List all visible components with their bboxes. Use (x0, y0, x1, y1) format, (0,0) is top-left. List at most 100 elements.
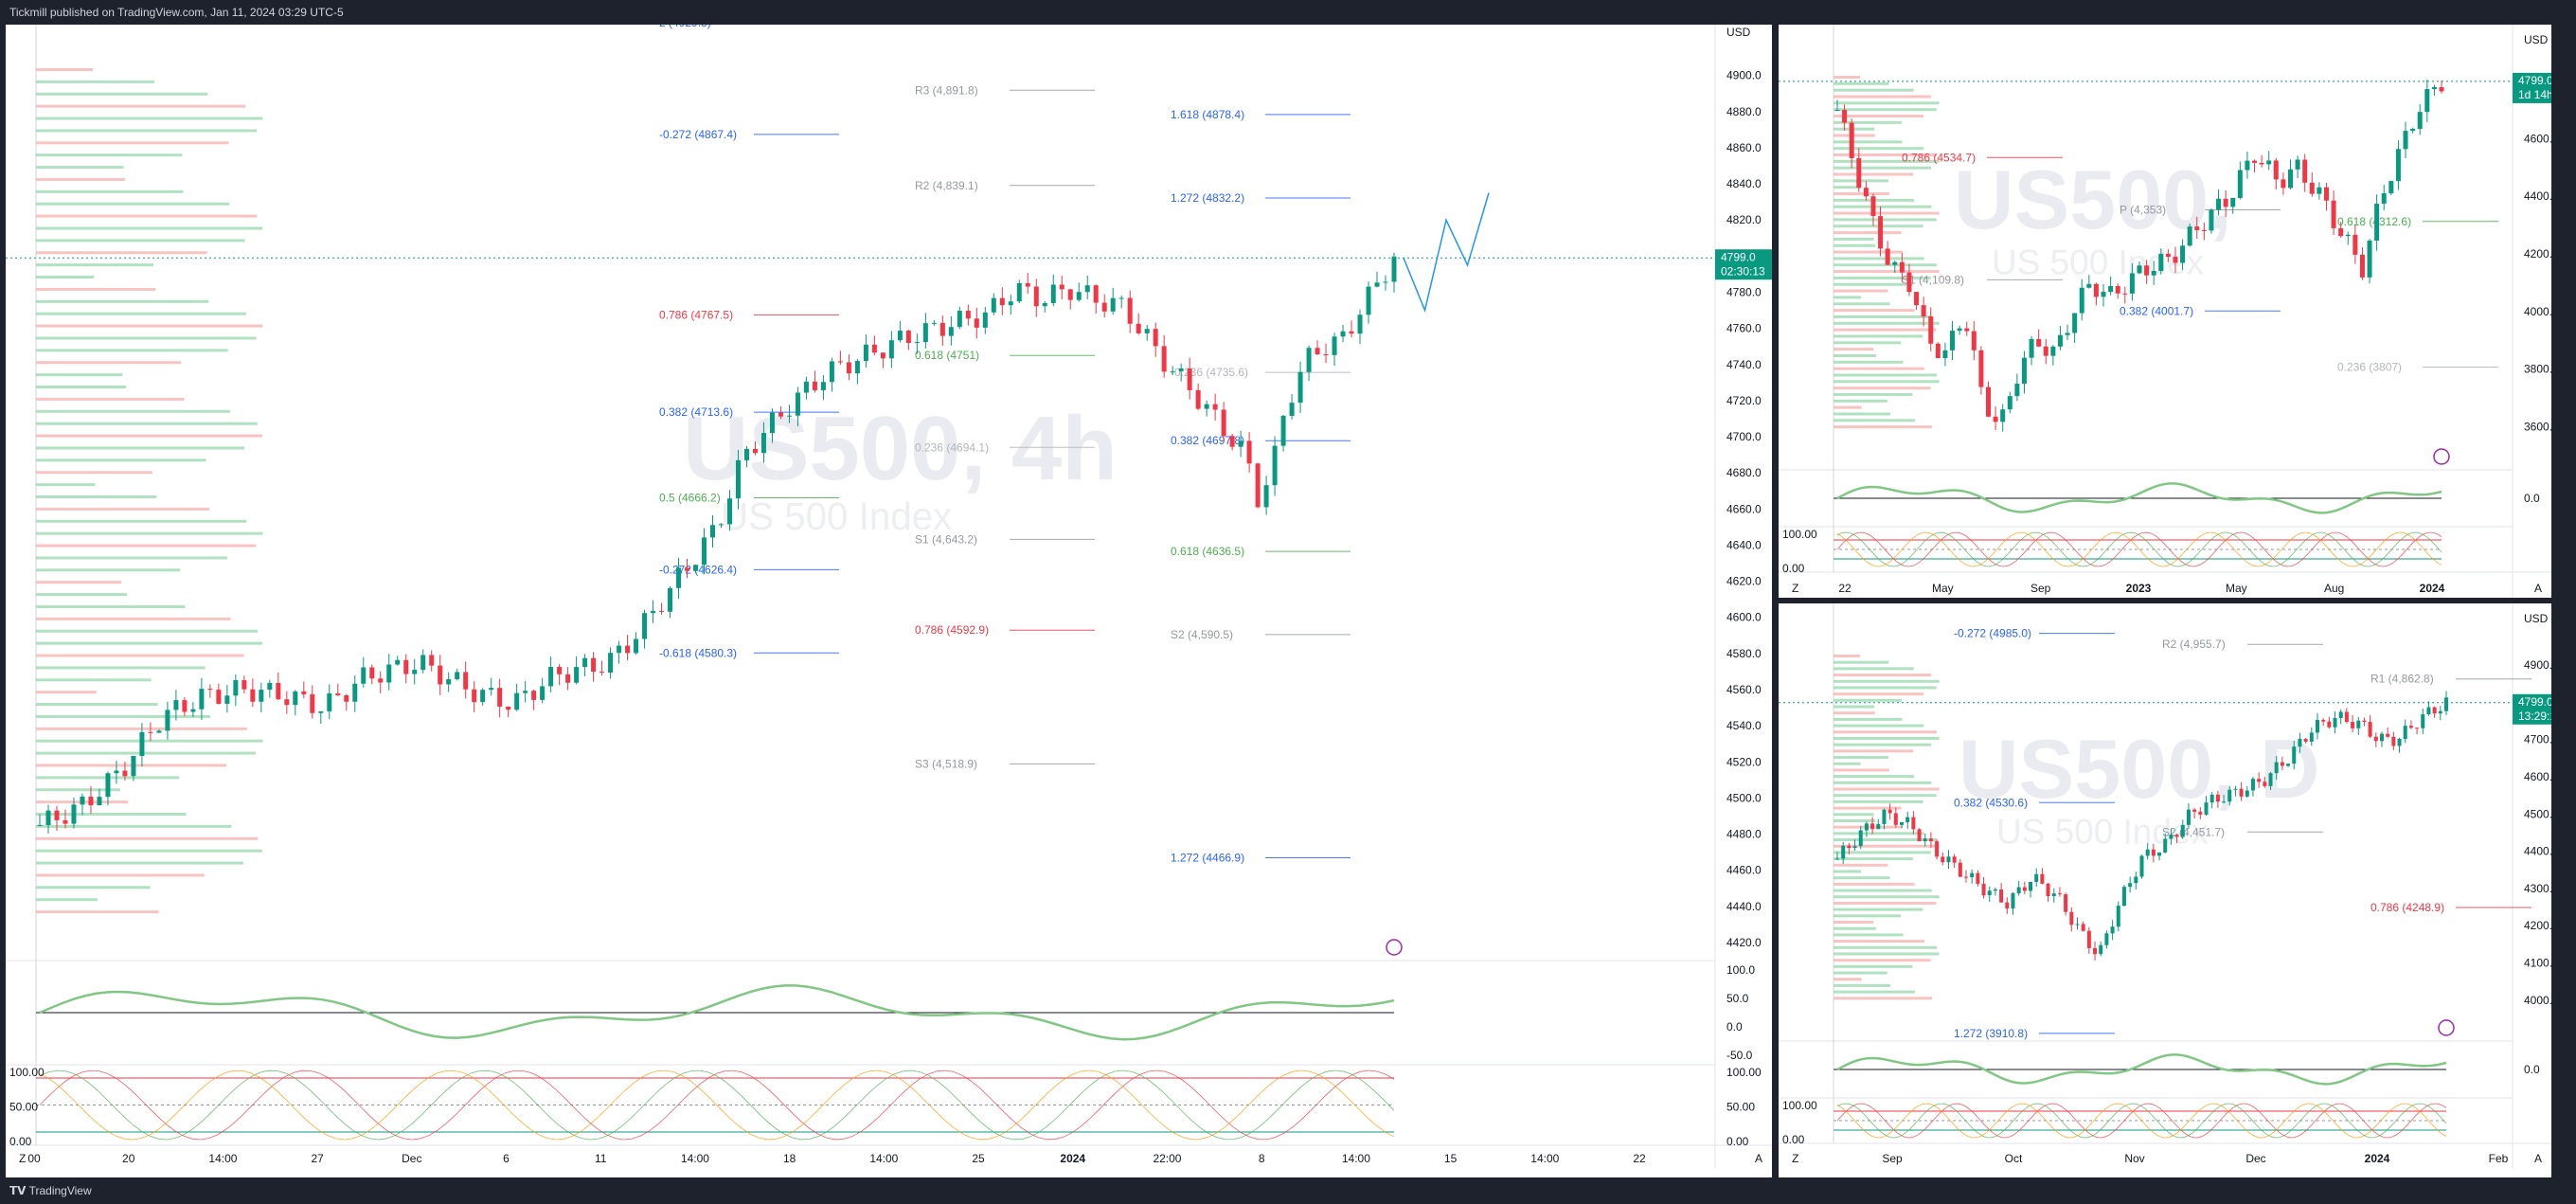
volume-profile-bar (1834, 392, 1913, 396)
candle-body (523, 691, 528, 693)
candle-body (1834, 110, 1840, 111)
zoom-icon: Z (1792, 582, 1798, 595)
volume-profile-bar (1834, 655, 1860, 657)
candle-body (514, 692, 520, 710)
volume-profile-bar (1834, 353, 1876, 357)
y-tick-label: 4780.0 (1726, 285, 1762, 298)
level-label: -0.272 (4626.4) (659, 563, 737, 576)
osc1-tick-label: 0.0 (1726, 1020, 1743, 1033)
chart-weekly-svg[interactable]: US500,US 500 Index USD 3600.0 3800.0 4000.0 4… (1779, 25, 2559, 598)
x-tick-label: 18 (783, 1152, 796, 1165)
candle-body (2072, 313, 2078, 333)
volume-profile-bar (1834, 101, 1940, 105)
x-tick-label: Nov (2124, 1152, 2144, 1165)
candle-body (122, 770, 128, 777)
volume-profile-bar (36, 714, 211, 718)
candle-body (2351, 722, 2355, 728)
candle-body (1161, 346, 1167, 372)
candle-body (786, 415, 792, 417)
volume-profile-bar (1834, 933, 1904, 937)
volume-profile-bar (1834, 309, 1915, 313)
volume-profile-bar (1834, 705, 1875, 709)
lightning-icon (1386, 939, 1403, 956)
candle-body (2381, 193, 2387, 205)
osc2-line (1836, 1103, 2447, 1139)
y-tick-label: 4540.0 (1726, 719, 1762, 732)
candle-body (1263, 485, 1269, 508)
volume-profile-bar (1834, 76, 1860, 79)
chart-pane-4h[interactable]: US500, 4h US 500 Index USD 4420.0 4440.0 4460… (6, 16, 1772, 1168)
level-label: S1 (4,643.2) (915, 532, 977, 546)
candle-body (2029, 338, 2034, 358)
volume-profile-bar (1834, 419, 1915, 422)
volume-profile-bar (1834, 717, 1903, 721)
candle-body (574, 667, 580, 683)
y-tick-label: 4840.0 (1726, 177, 1762, 190)
candle-body (386, 664, 392, 683)
pane-divider-vertical[interactable] (1772, 25, 1779, 1177)
chart-pane-daily[interactable]: US500, DUS 500 Index USD 4000.0 4100.0 4200.… (1779, 603, 2563, 1168)
candle-body (1986, 386, 1991, 417)
candle-body (2099, 944, 2103, 955)
volume-profile-bar (1834, 218, 1937, 222)
pane-divider-horizontal[interactable] (1779, 598, 2576, 603)
candle-body (1863, 188, 1869, 197)
candle-body (2227, 789, 2232, 802)
volume-profile-bar (36, 324, 263, 328)
candle-body (506, 706, 511, 710)
volume-profile-bar (36, 202, 230, 206)
y-tick-label: 4640.0 (1726, 538, 1762, 551)
volume-profile-bar (1834, 314, 1932, 318)
y-tick-label: 4660.0 (1726, 502, 1762, 515)
level-label: 0.786 (4534.7) (1902, 151, 1976, 164)
level-label: 0.786 (4248.9) (2370, 901, 2444, 914)
volume-profile-bar (1834, 787, 1940, 791)
candle-body (2174, 835, 2179, 837)
candle-body (71, 804, 77, 824)
candle-body (1246, 440, 1252, 464)
volume-profile-bar (36, 641, 262, 645)
volume-profile-bar (1834, 889, 1932, 892)
x-tick-label: 2023 (2126, 582, 2152, 595)
last-price-timer: 1d 14h (2518, 88, 2551, 101)
candle-body (2391, 736, 2396, 746)
volume-profile-bar (1834, 674, 1932, 677)
candle-body (1887, 809, 1892, 814)
watermark-symbol: US500, 4h (683, 398, 1118, 499)
x-tick-label: 22 (1838, 582, 1852, 595)
candle-body (139, 731, 145, 756)
candle-body (2223, 198, 2228, 207)
x-tick-label: May (1932, 582, 1954, 595)
volume-profile-bar (1834, 959, 1931, 962)
candle-body (2403, 131, 2408, 150)
candle-body (2101, 292, 2106, 297)
candle-body (829, 361, 834, 383)
candle-body (1059, 284, 1064, 290)
footer-bar: 𝗧𝗩 TradingView (0, 1177, 2576, 1204)
volume-profile-bar (36, 312, 246, 315)
candle-body (1906, 272, 1912, 293)
candle-body (2266, 160, 2272, 165)
volume-profile-bar (1834, 914, 1902, 918)
candle-body (1905, 817, 1910, 822)
volume-profile-bar (1834, 425, 1932, 429)
volume-profile-bar (1834, 140, 1903, 144)
candle-body (403, 659, 409, 674)
candle-body (2303, 738, 2308, 742)
candle-body (685, 567, 690, 571)
candle-body (2315, 719, 2319, 733)
candle-body (931, 322, 937, 324)
y-tick-label: 4200.0 (2524, 919, 2551, 932)
zoom-icon: Z (19, 1152, 26, 1165)
chart-pane-weekly[interactable]: US500,US 500 Index USD 3600.0 3800.0 4000.0 4… (1779, 25, 2559, 598)
chart-daily-svg[interactable]: US500, DUS 500 Index USD 4000.0 4100.0 4200.… (1779, 603, 2563, 1168)
candle-body (2046, 883, 2050, 896)
y-tick-label: 4680.0 (1726, 466, 1762, 479)
candle-body (760, 433, 766, 454)
candle-body (2439, 87, 2444, 92)
candle-body (310, 693, 315, 713)
candle-body (531, 691, 537, 700)
candle-body (914, 342, 920, 344)
candle-body (2386, 733, 2390, 737)
